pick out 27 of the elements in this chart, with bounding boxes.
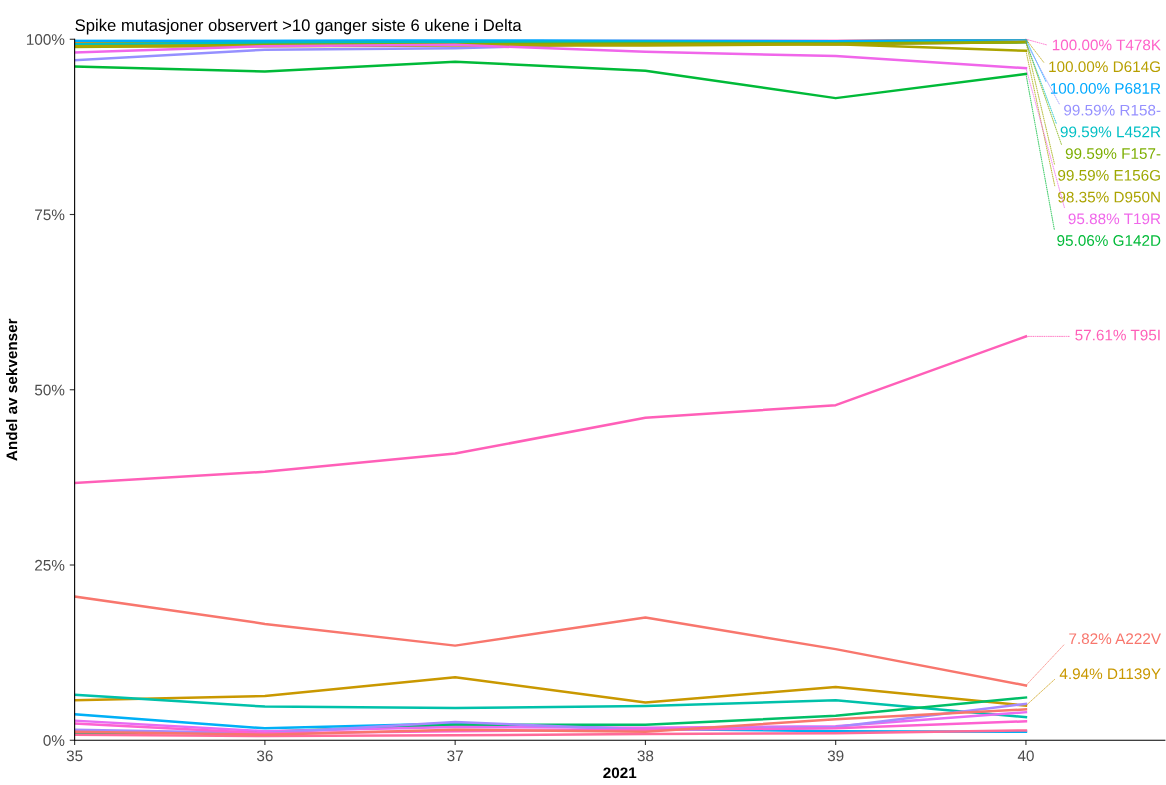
y-tick-label: 75%: [35, 209, 65, 221]
text: 95.88% T19R: [1068, 213, 1161, 225]
chart-title: Spike mutasjoner observert >10 ganger siste 6 ukene i Delta: [75, 18, 522, 35]
text: 100.00% P681R: [1050, 83, 1161, 94]
x-tick-label: 37: [447, 750, 463, 762]
x-tick-label: 35: [66, 750, 83, 762]
text: 100.00% D614G: [1049, 61, 1160, 73]
text: 99.59% F157-: [1065, 148, 1161, 160]
legend-label: 57.61% T95I: [1075, 329, 1160, 341]
text: 7.82% A222V: [1069, 633, 1161, 645]
y-axis-title: Andel av sekvenser: [6, 318, 18, 461]
text: 95.06% G142D: [1057, 235, 1161, 246]
text: 99.59% E156G: [1058, 169, 1160, 181]
text: 4.94% D1139Y: [1059, 668, 1161, 680]
legend-label: 100.00% T478K: [1052, 39, 1161, 51]
y-tick-label: 0%: [43, 735, 65, 746]
y-tick-label: 50%: [34, 384, 65, 396]
text: 99.59% L452R: [1060, 126, 1161, 138]
text: 99.59% R158-: [1064, 104, 1161, 116]
x-tick-label: 40: [1017, 750, 1034, 762]
x-tick-label: 39: [827, 750, 844, 762]
x-tick-label: 38: [637, 750, 654, 762]
y-tick-label: 100%: [26, 34, 65, 45]
text: 98.35% D950N: [1058, 191, 1160, 203]
x-axis-title: 2021: [603, 767, 637, 779]
x-tick-label: 36: [256, 750, 273, 762]
y-tick-label: 25%: [35, 559, 65, 571]
